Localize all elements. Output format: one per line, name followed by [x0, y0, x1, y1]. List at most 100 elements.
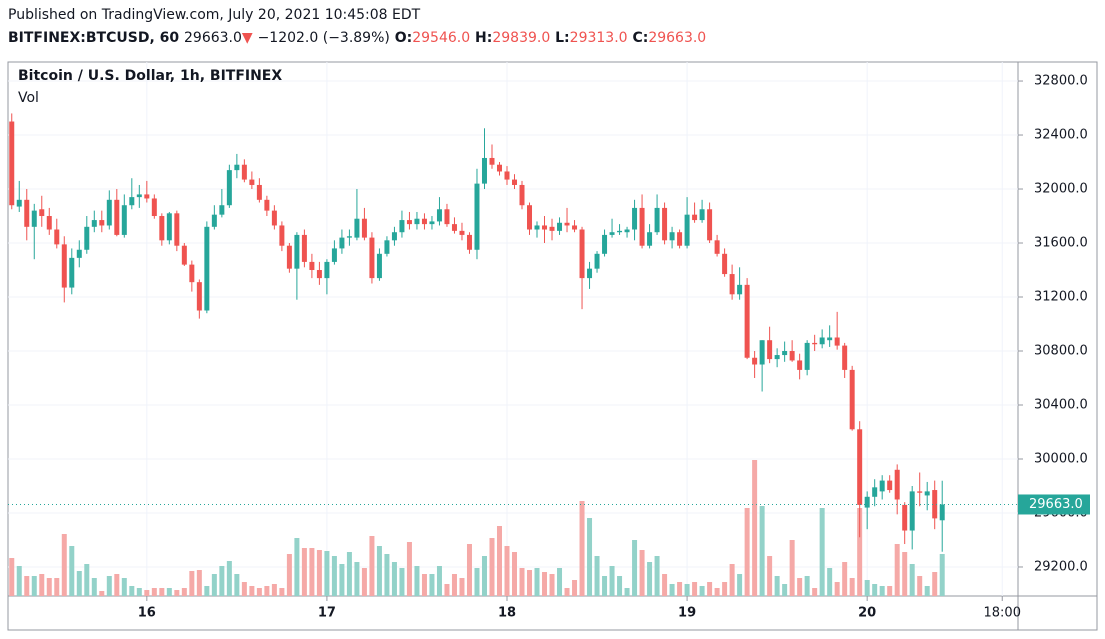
volume-bar: [527, 570, 533, 596]
candle-body: [729, 274, 735, 295]
candle-body: [91, 220, 97, 227]
candle-body: [286, 245, 292, 269]
candle-body: [684, 214, 690, 246]
volume-bar: [849, 578, 855, 596]
volume-bar: [84, 564, 90, 596]
volume-bar: [54, 578, 60, 596]
volume-bar: [151, 588, 157, 596]
candle-body: [924, 491, 930, 496]
change: −1202.0 (−3.89%): [257, 30, 390, 46]
volume-bar: [699, 586, 705, 596]
volume-bar: [939, 554, 945, 596]
candle-body: [316, 270, 322, 279]
volume-bar: [69, 546, 75, 596]
volume-bar: [872, 584, 878, 596]
x-tick-label: 20: [858, 606, 876, 621]
volume-bar: [256, 588, 262, 596]
candle-body: [834, 337, 840, 346]
volume-bar: [129, 586, 135, 596]
chart-frame: [7, 61, 1098, 631]
volume-bar: [241, 582, 247, 596]
volume-bar: [932, 572, 938, 596]
x-tick-label: 18:00: [984, 606, 1021, 621]
candle-body: [812, 342, 818, 345]
candle-body: [384, 240, 390, 254]
volume-bar: [489, 538, 495, 596]
candle-body: [579, 229, 585, 279]
volume-bar: [264, 586, 270, 596]
candle-body: [114, 199, 120, 235]
volume-bar: [391, 562, 397, 596]
volume-bar: [639, 550, 645, 596]
candle-body: [564, 222, 570, 226]
candle-body: [489, 157, 495, 165]
candle-body: [632, 207, 638, 230]
candle-body: [692, 214, 698, 221]
symbol-line: BITFINEX:BTCUSD, 60 29663.0▼ −1202.0 (−3…: [8, 30, 706, 46]
candle-body: [466, 234, 472, 250]
candle-body: [129, 197, 135, 206]
candle-body: [714, 240, 720, 254]
volume-bar: [579, 501, 585, 596]
volume-bar: [459, 578, 465, 596]
candle-body: [361, 218, 367, 238]
candle-body: [196, 282, 202, 311]
candle-body: [481, 157, 487, 184]
candle-body: [647, 232, 653, 246]
volume-bar: [466, 544, 472, 596]
candle-body: [121, 205, 127, 235]
volume-bar: [444, 584, 450, 596]
candle-body: [136, 194, 142, 198]
volume-bar: [271, 584, 277, 596]
volume-bar: [219, 566, 225, 596]
volume-bar: [654, 556, 660, 596]
volume-bar: [159, 588, 165, 596]
candle-body: [504, 171, 510, 180]
y-tick-label: 29200.0: [1034, 559, 1088, 574]
candle-body: [301, 234, 307, 262]
candle-body: [241, 164, 247, 180]
candle-body: [534, 225, 540, 230]
candle-body: [9, 121, 15, 206]
candle-body: [271, 210, 277, 226]
volume-bar: [331, 556, 337, 596]
candle-body: [722, 253, 728, 275]
candle-body: [496, 164, 502, 172]
volume-bar: [354, 562, 360, 596]
candle-body: [294, 234, 300, 269]
candle-body: [264, 199, 270, 211]
volume-bar: [729, 564, 735, 596]
volume-bar: [226, 561, 232, 596]
candle-body: [939, 504, 945, 521]
volume-bar: [39, 574, 45, 596]
ohlc-value: 29839.0: [492, 30, 551, 46]
volume-bar: [677, 582, 683, 596]
candle-body: [226, 170, 232, 206]
volume-bar: [61, 534, 67, 596]
candle-body: [61, 244, 67, 288]
candle-body: [857, 429, 863, 505]
candle-body: [917, 491, 923, 493]
candle-body: [797, 360, 803, 370]
candle-body: [744, 284, 750, 358]
volume-bar: [767, 556, 773, 596]
volume-bar: [909, 564, 915, 596]
volume-bar: [617, 576, 623, 596]
volume-bar: [669, 584, 675, 596]
volume-bar: [834, 582, 840, 596]
candle-body: [354, 218, 360, 238]
volume-bar: [684, 584, 690, 596]
candle-body: [752, 357, 758, 365]
candle-body: [459, 230, 465, 235]
volume-bar: [301, 548, 307, 596]
ohlc: O:29546.0 H:29839.0 L:29313.0 C:29663.0: [395, 30, 706, 46]
volume-bar: [316, 550, 322, 596]
candle-body: [894, 469, 900, 500]
candle-body: [519, 184, 525, 206]
candle-body: [474, 183, 480, 250]
volume-bar: [429, 574, 435, 596]
candle-body: [84, 226, 90, 250]
candle-body: [309, 261, 315, 271]
volume-bar: [384, 554, 390, 596]
